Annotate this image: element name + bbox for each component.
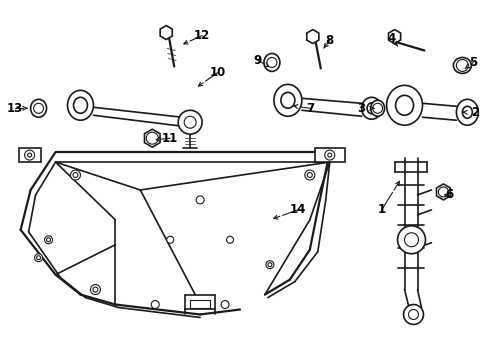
Polygon shape bbox=[144, 129, 160, 147]
Ellipse shape bbox=[370, 100, 384, 116]
Ellipse shape bbox=[73, 97, 87, 113]
Circle shape bbox=[93, 287, 98, 292]
Circle shape bbox=[327, 153, 331, 157]
Text: 3: 3 bbox=[357, 102, 365, 115]
Text: 6: 6 bbox=[445, 188, 452, 202]
Ellipse shape bbox=[386, 85, 422, 125]
Polygon shape bbox=[19, 148, 41, 162]
Circle shape bbox=[403, 305, 423, 324]
Circle shape bbox=[267, 263, 271, 267]
Circle shape bbox=[407, 310, 418, 319]
Text: 10: 10 bbox=[209, 66, 226, 79]
Circle shape bbox=[266, 58, 276, 67]
Circle shape bbox=[34, 103, 43, 113]
Circle shape bbox=[44, 236, 52, 244]
Ellipse shape bbox=[366, 103, 375, 114]
Circle shape bbox=[304, 170, 314, 180]
Polygon shape bbox=[388, 30, 400, 44]
Circle shape bbox=[178, 110, 202, 134]
Polygon shape bbox=[306, 30, 318, 44]
Circle shape bbox=[397, 226, 425, 254]
Circle shape bbox=[146, 132, 158, 144]
Circle shape bbox=[306, 172, 312, 177]
Text: 14: 14 bbox=[289, 203, 305, 216]
Text: 1: 1 bbox=[377, 203, 385, 216]
Text: 12: 12 bbox=[194, 29, 210, 42]
Text: 13: 13 bbox=[6, 102, 23, 115]
Polygon shape bbox=[314, 148, 344, 162]
Circle shape bbox=[455, 59, 468, 71]
Ellipse shape bbox=[395, 95, 413, 115]
Text: 4: 4 bbox=[386, 32, 395, 45]
Circle shape bbox=[35, 254, 42, 262]
Ellipse shape bbox=[264, 54, 279, 71]
Circle shape bbox=[46, 238, 50, 242]
Ellipse shape bbox=[280, 92, 294, 108]
Polygon shape bbox=[436, 184, 449, 200]
Circle shape bbox=[221, 301, 228, 309]
Circle shape bbox=[324, 150, 334, 160]
Text: 7: 7 bbox=[305, 102, 313, 115]
Circle shape bbox=[24, 150, 35, 160]
Circle shape bbox=[226, 236, 233, 243]
Circle shape bbox=[27, 153, 32, 157]
Circle shape bbox=[404, 233, 418, 247]
Circle shape bbox=[90, 285, 100, 294]
Ellipse shape bbox=[273, 84, 301, 116]
Circle shape bbox=[184, 116, 196, 128]
Text: 5: 5 bbox=[468, 56, 476, 69]
Circle shape bbox=[37, 256, 41, 260]
Circle shape bbox=[70, 170, 81, 180]
Text: 11: 11 bbox=[162, 132, 178, 145]
Ellipse shape bbox=[462, 106, 471, 118]
Circle shape bbox=[265, 261, 273, 269]
Circle shape bbox=[166, 236, 173, 243]
Text: 9: 9 bbox=[253, 54, 262, 67]
Circle shape bbox=[372, 103, 382, 113]
Ellipse shape bbox=[31, 99, 46, 117]
Circle shape bbox=[151, 301, 159, 309]
Ellipse shape bbox=[452, 58, 470, 73]
Ellipse shape bbox=[455, 99, 477, 125]
Ellipse shape bbox=[361, 97, 381, 119]
Polygon shape bbox=[160, 26, 172, 40]
Circle shape bbox=[196, 196, 203, 204]
Circle shape bbox=[438, 187, 447, 197]
Ellipse shape bbox=[67, 90, 93, 120]
Text: 2: 2 bbox=[470, 106, 478, 119]
Text: 8: 8 bbox=[325, 34, 333, 47]
Circle shape bbox=[73, 172, 78, 177]
